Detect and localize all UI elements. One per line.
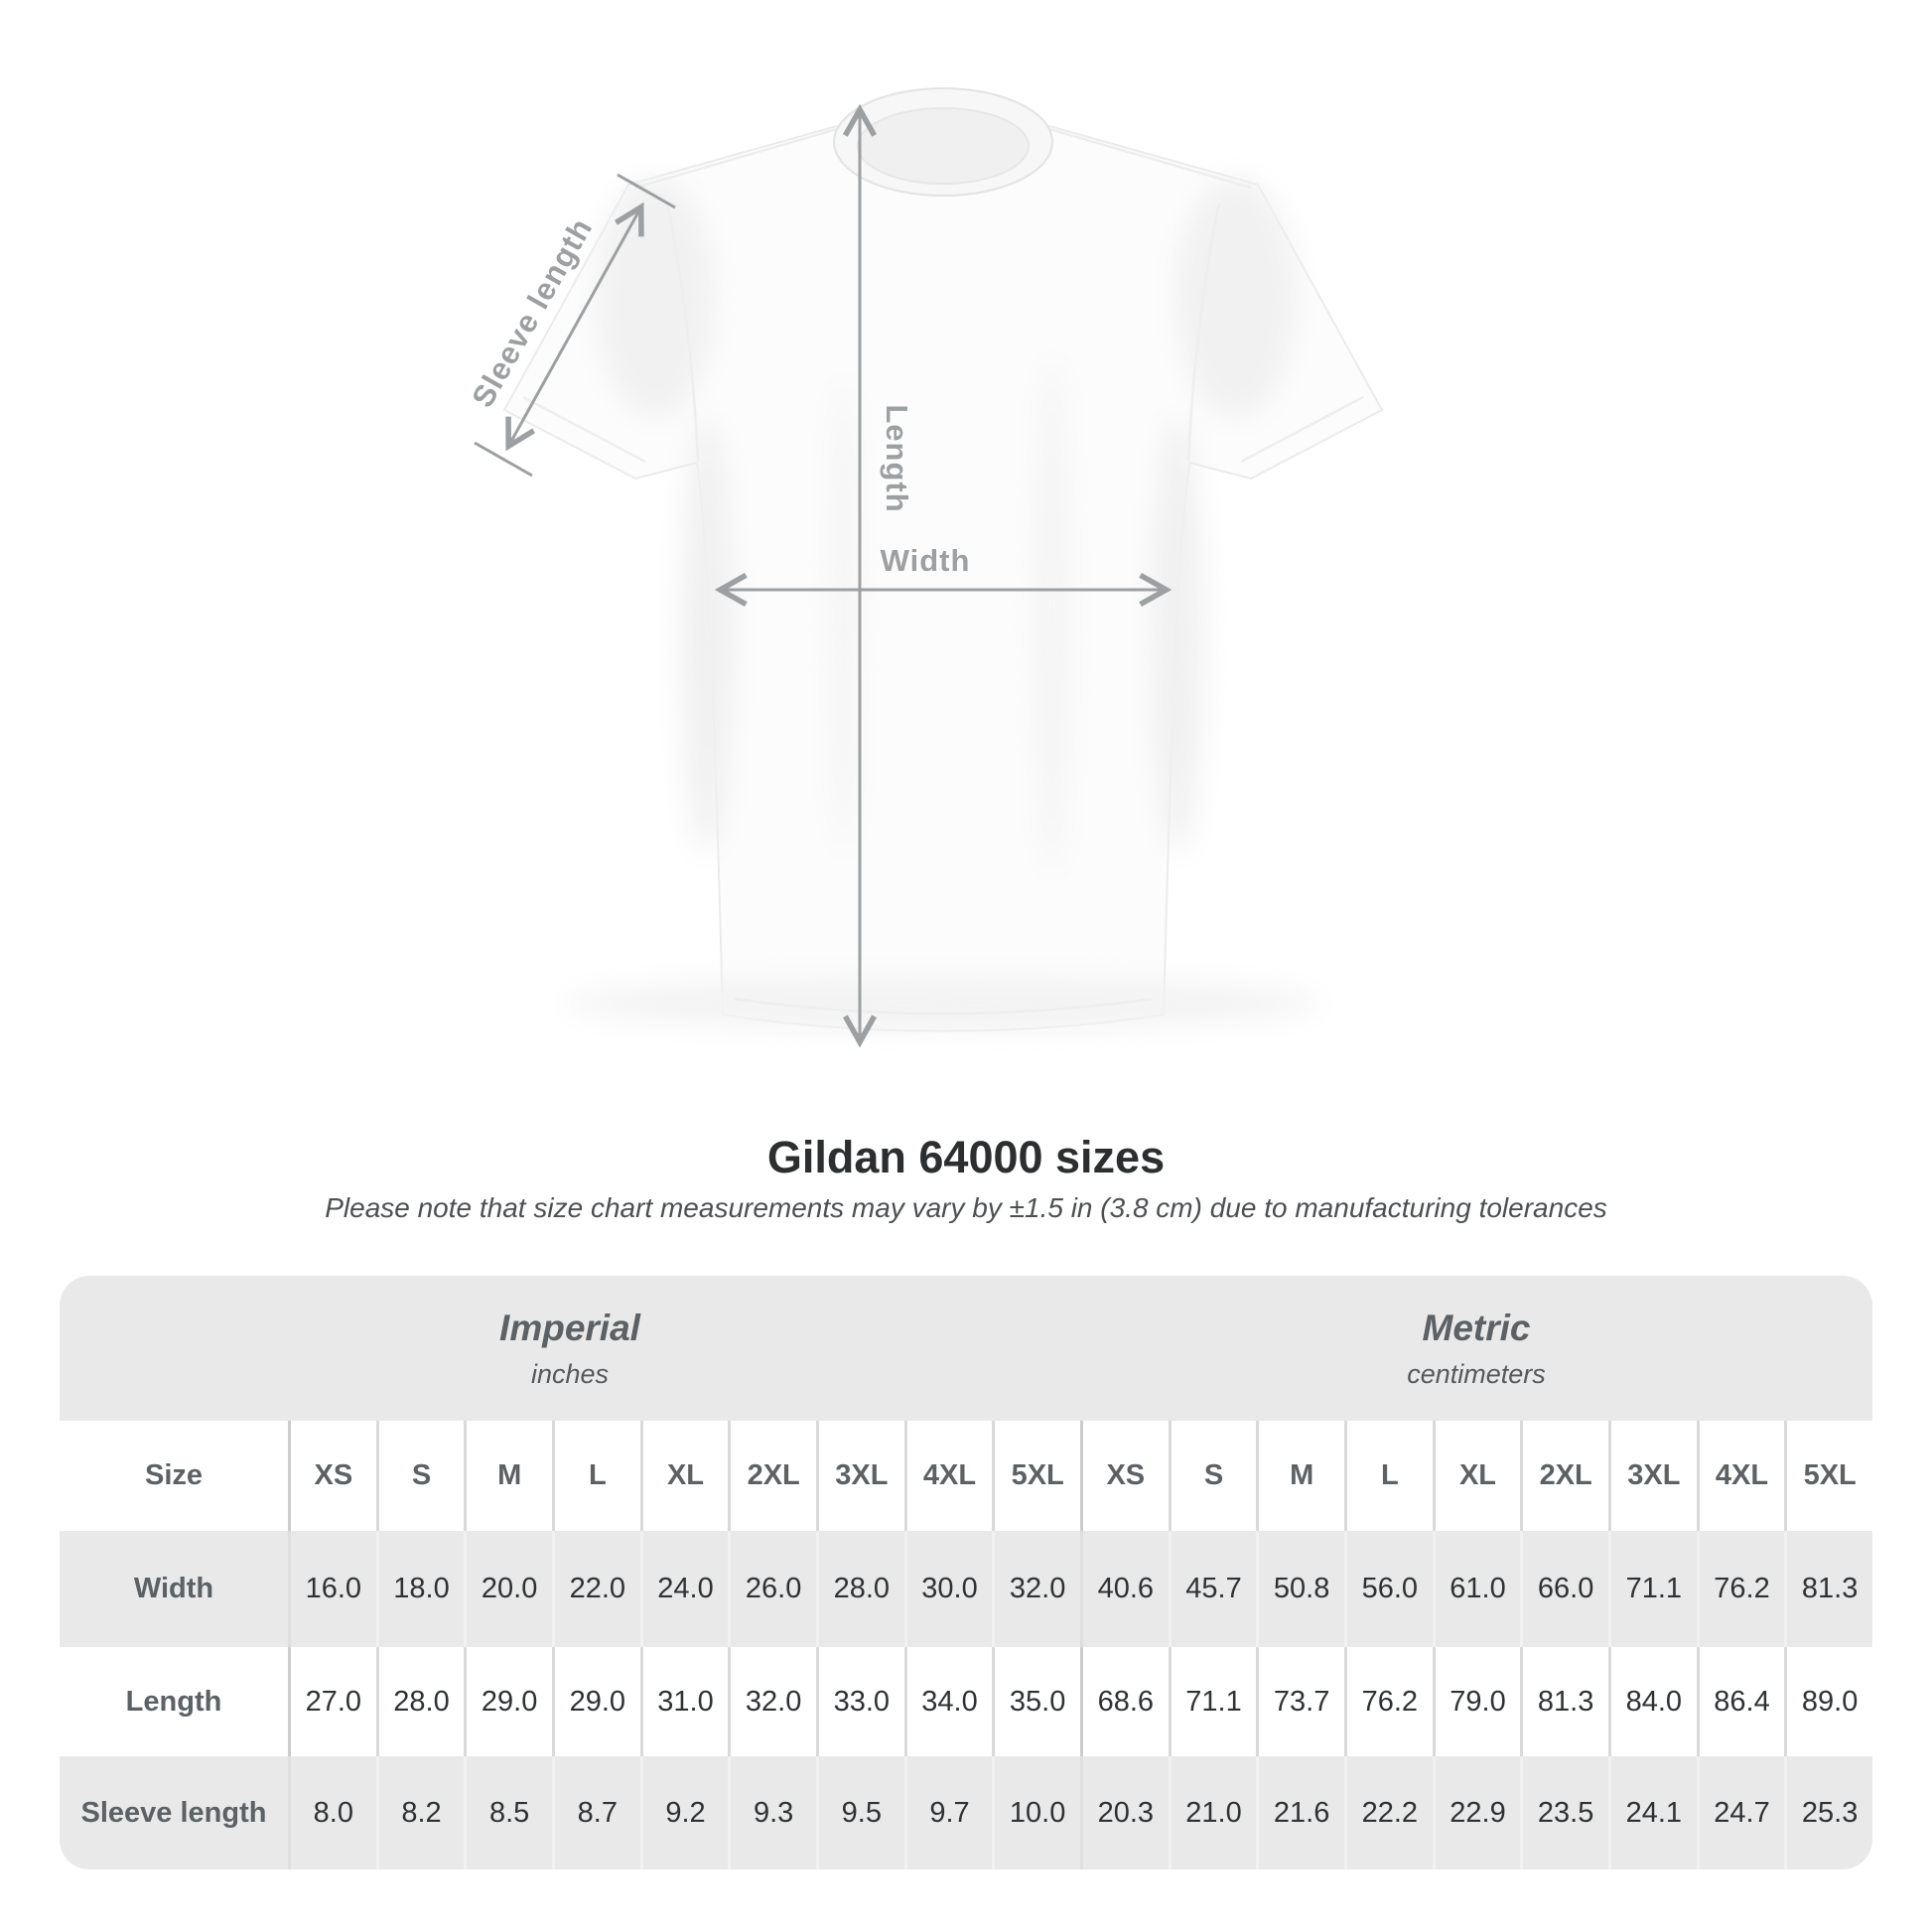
size-header-imperial-3xl: 3XL bbox=[815, 1421, 904, 1532]
value-width-imperial-XS: 16.0 bbox=[288, 1531, 376, 1648]
value-width-metric-XL: 61.0 bbox=[1432, 1531, 1521, 1648]
value-sleeve-length-imperial-L: 8.7 bbox=[551, 1756, 640, 1870]
value-width-imperial-L: 22.0 bbox=[551, 1531, 640, 1648]
width-label: Width bbox=[881, 543, 971, 578]
page-title: Gildan 64000 sizes bbox=[766, 1132, 1166, 1182]
value-width-imperial-M: 20.0 bbox=[464, 1531, 552, 1648]
tshirt-seams bbox=[522, 127, 1364, 1016]
size-table: Imperial inches Metric centimeters Size X… bbox=[60, 1276, 1872, 1870]
page-subtitle: Please note that size chart measurements… bbox=[325, 1192, 1607, 1224]
value-length-imperial-XS: 27.0 bbox=[288, 1647, 376, 1757]
unit-header-band: Imperial inches Metric centimeters bbox=[60, 1276, 1872, 1422]
imperial-header: Imperial inches bbox=[60, 1276, 1080, 1421]
size-header-metric-l: L bbox=[1343, 1421, 1433, 1532]
value-width-imperial-4XL: 30.0 bbox=[903, 1531, 993, 1648]
size-header-metric-2xl: 2XL bbox=[1520, 1421, 1608, 1532]
size-header-metric-5xl: 5XL bbox=[1784, 1421, 1872, 1532]
value-width-metric-2XL: 66.0 bbox=[1520, 1531, 1608, 1648]
value-length-imperial-4XL: 34.0 bbox=[903, 1647, 993, 1757]
value-length-metric-L: 76.2 bbox=[1343, 1647, 1433, 1757]
value-sleeve-length-metric-XS: 20.3 bbox=[1079, 1756, 1169, 1870]
value-sleeve-length-metric-S: 21.0 bbox=[1168, 1756, 1257, 1870]
size-header-imperial-m: M bbox=[464, 1421, 552, 1532]
value-length-metric-S: 71.1 bbox=[1168, 1647, 1257, 1757]
size-header-imperial-5xl: 5XL bbox=[992, 1421, 1080, 1532]
value-length-metric-M: 73.7 bbox=[1256, 1647, 1344, 1757]
value-width-metric-4XL: 76.2 bbox=[1696, 1531, 1785, 1648]
value-sleeve-length-metric-L: 22.2 bbox=[1343, 1756, 1433, 1870]
value-length-imperial-5XL: 35.0 bbox=[992, 1647, 1080, 1757]
value-length-metric-3XL: 84.0 bbox=[1607, 1647, 1697, 1757]
value-sleeve-length-metric-4XL: 24.7 bbox=[1696, 1756, 1785, 1870]
value-length-metric-2XL: 81.3 bbox=[1520, 1647, 1608, 1757]
imperial-name: Imperial bbox=[499, 1307, 640, 1348]
value-sleeve-length-metric-5XL: 25.3 bbox=[1784, 1756, 1872, 1870]
size-header-imperial-xs: XS bbox=[288, 1421, 376, 1532]
value-width-metric-5XL: 81.3 bbox=[1784, 1531, 1872, 1648]
size-header-imperial-l: L bbox=[551, 1421, 640, 1532]
row-label-width: Width bbox=[60, 1531, 288, 1648]
size-header-metric-s: S bbox=[1168, 1421, 1257, 1532]
value-sleeve-length-imperial-M: 8.5 bbox=[464, 1756, 552, 1870]
value-sleeve-length-imperial-2XL: 9.3 bbox=[728, 1756, 816, 1870]
value-width-metric-M: 50.8 bbox=[1256, 1531, 1344, 1648]
value-width-metric-S: 45.7 bbox=[1168, 1531, 1257, 1648]
value-length-metric-XS: 68.6 bbox=[1079, 1647, 1169, 1757]
value-length-imperial-L: 29.0 bbox=[551, 1647, 640, 1757]
value-sleeve-length-metric-XL: 22.9 bbox=[1432, 1756, 1521, 1870]
metric-unit: centimeters bbox=[1407, 1358, 1546, 1389]
value-sleeve-length-metric-2XL: 23.5 bbox=[1520, 1756, 1608, 1870]
value-width-imperial-XL: 24.0 bbox=[639, 1531, 729, 1648]
title-block: Gildan 64000 sizes Please note that size… bbox=[0, 1132, 1932, 1224]
size-header-metric-4xl: 4XL bbox=[1696, 1421, 1785, 1532]
value-sleeve-length-imperial-XL: 9.2 bbox=[639, 1756, 729, 1870]
value-length-imperial-3XL: 33.0 bbox=[815, 1647, 904, 1757]
size-column-header: Size bbox=[60, 1421, 288, 1532]
size-header-metric-xs: XS bbox=[1079, 1421, 1169, 1532]
value-length-imperial-XL: 31.0 bbox=[639, 1647, 729, 1757]
metric-name: Metric bbox=[1422, 1307, 1531, 1348]
size-header-imperial-s: S bbox=[375, 1421, 465, 1532]
shirt-measurement-diagram: Length Width Sleeve length bbox=[465, 87, 1384, 1048]
value-sleeve-length-metric-3XL: 24.1 bbox=[1607, 1756, 1697, 1870]
collar-inner bbox=[857, 107, 1030, 185]
value-width-metric-L: 56.0 bbox=[1343, 1531, 1433, 1648]
value-sleeve-length-imperial-3XL: 9.5 bbox=[815, 1756, 904, 1870]
value-length-imperial-S: 28.0 bbox=[375, 1647, 465, 1757]
length-label: Length bbox=[880, 404, 914, 512]
row-label-length: Length bbox=[60, 1647, 288, 1757]
value-width-imperial-2XL: 26.0 bbox=[728, 1531, 816, 1648]
size-header-imperial-4xl: 4XL bbox=[903, 1421, 993, 1532]
size-header-imperial-xl: XL bbox=[639, 1421, 729, 1532]
size-header-metric-xl: XL bbox=[1432, 1421, 1521, 1532]
value-width-imperial-S: 18.0 bbox=[375, 1531, 465, 1648]
value-sleeve-length-imperial-4XL: 9.7 bbox=[903, 1756, 993, 1870]
value-sleeve-length-imperial-S: 8.2 bbox=[375, 1756, 465, 1870]
value-length-imperial-2XL: 32.0 bbox=[728, 1647, 816, 1757]
value-width-metric-3XL: 71.1 bbox=[1607, 1531, 1697, 1648]
row-label-sleeve-length: Sleeve length bbox=[60, 1756, 288, 1870]
value-length-metric-XL: 79.0 bbox=[1432, 1647, 1521, 1757]
size-header-metric-3xl: 3XL bbox=[1607, 1421, 1697, 1532]
size-table-grid: Imperial inches Metric centimeters Size X… bbox=[60, 1276, 1872, 1870]
value-sleeve-length-imperial-5XL: 10.0 bbox=[992, 1756, 1080, 1870]
size-header-imperial-2xl: 2XL bbox=[728, 1421, 816, 1532]
value-sleeve-length-imperial-XS: 8.0 bbox=[288, 1756, 376, 1870]
size-header-metric-m: M bbox=[1256, 1421, 1344, 1532]
value-width-imperial-3XL: 28.0 bbox=[815, 1531, 904, 1648]
sleeve-length-arrow bbox=[474, 173, 676, 478]
imperial-unit: inches bbox=[530, 1358, 610, 1389]
metric-header: Metric centimeters bbox=[1080, 1276, 1872, 1421]
value-length-metric-5XL: 89.0 bbox=[1784, 1647, 1872, 1757]
value-width-imperial-5XL: 32.0 bbox=[992, 1531, 1080, 1648]
value-length-metric-4XL: 86.4 bbox=[1696, 1647, 1785, 1757]
value-length-imperial-M: 29.0 bbox=[464, 1647, 552, 1757]
value-sleeve-length-metric-M: 21.6 bbox=[1256, 1756, 1344, 1870]
shirt-diagram-svg: Length Width Sleeve length bbox=[465, 87, 1384, 1048]
value-width-metric-XS: 40.6 bbox=[1079, 1531, 1169, 1648]
